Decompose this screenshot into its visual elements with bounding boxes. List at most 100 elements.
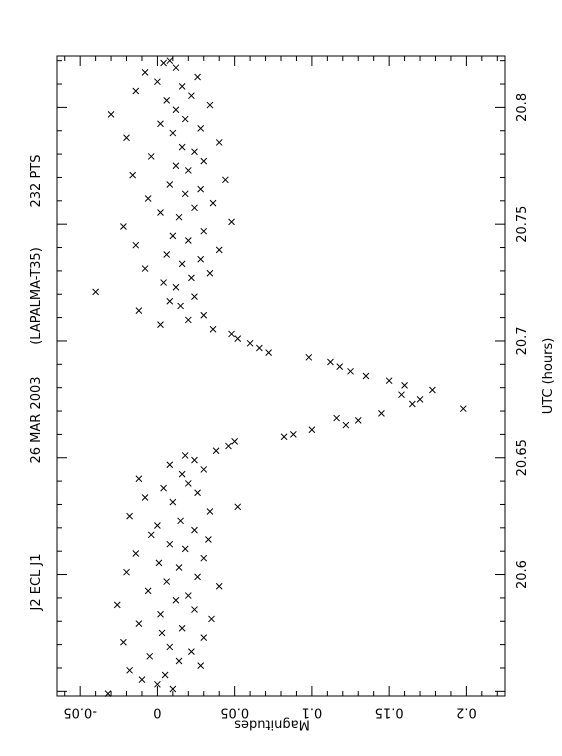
data-points	[92, 57, 467, 698]
title-left: J2 ECL J1	[29, 553, 44, 611]
data-point	[135, 475, 143, 483]
data-point	[256, 344, 263, 352]
data-point	[129, 171, 137, 179]
data-point	[184, 167, 192, 174]
data-point	[132, 550, 140, 557]
data-point	[141, 68, 149, 76]
data-point	[191, 456, 198, 464]
data-point	[181, 190, 189, 198]
data-point	[172, 106, 180, 114]
data-point	[178, 143, 186, 151]
data-point	[459, 405, 467, 413]
plot-frame	[56, 55, 506, 697]
data-point	[200, 466, 208, 473]
data-point	[157, 120, 164, 128]
data-point	[113, 601, 121, 609]
data-point	[154, 78, 161, 86]
data-point	[416, 396, 424, 403]
data-point	[184, 316, 192, 324]
data-point	[191, 526, 198, 534]
data-point	[160, 484, 167, 492]
data-point	[160, 59, 167, 67]
data-point	[206, 508, 214, 515]
data-point	[234, 503, 242, 511]
data-point	[135, 620, 143, 627]
data-point	[401, 381, 408, 389]
data-point	[194, 573, 201, 581]
y-tick-label: 0.1	[302, 705, 323, 720]
data-point	[157, 321, 164, 328]
data-point	[169, 685, 177, 693]
data-point	[144, 587, 152, 595]
data-point	[234, 335, 242, 342]
data-point	[197, 125, 205, 132]
data-point	[154, 680, 161, 688]
data-point	[191, 204, 198, 212]
data-point	[194, 489, 201, 497]
data-point	[158, 629, 166, 637]
data-point	[208, 615, 215, 623]
data-point	[166, 643, 174, 651]
data-point	[160, 279, 167, 286]
data-point	[342, 421, 350, 429]
data-point	[305, 353, 313, 361]
data-point	[209, 199, 217, 207]
title-date: 26 MAR 2003	[29, 376, 44, 463]
data-point	[215, 582, 223, 590]
y-tick-label: 0.15	[375, 705, 404, 720]
data-point	[163, 97, 171, 104]
data-point	[191, 293, 198, 300]
x-tick-label: 20.75	[515, 206, 530, 243]
x-tick-label: 20.65	[515, 439, 530, 476]
data-point	[132, 87, 140, 95]
data-point	[175, 564, 183, 571]
data-point	[222, 176, 229, 184]
data-point	[184, 592, 192, 599]
data-point	[197, 255, 205, 263]
y-axis-label: Magnitudes	[234, 717, 310, 732]
data-point	[200, 311, 208, 319]
data-point	[169, 129, 177, 137]
data-point	[141, 265, 149, 272]
data-point	[166, 461, 174, 469]
data-point	[172, 596, 180, 604]
data-point	[354, 417, 362, 424]
data-point	[191, 606, 198, 613]
data-point	[188, 274, 195, 282]
data-point	[132, 241, 140, 249]
data-point	[347, 367, 354, 375]
data-point	[362, 372, 370, 380]
data-point	[172, 64, 180, 72]
data-point	[200, 634, 208, 641]
data-point	[172, 162, 180, 170]
data-point	[191, 148, 198, 156]
data-point	[175, 213, 183, 221]
data-point	[206, 269, 214, 277]
data-point	[228, 218, 235, 226]
data-point	[144, 195, 152, 202]
data-point	[178, 83, 186, 90]
data-point	[225, 442, 232, 450]
data-point	[166, 181, 174, 188]
data-point	[205, 536, 212, 543]
data-point	[178, 260, 186, 268]
data-point	[333, 414, 340, 422]
data-point	[200, 227, 208, 235]
data-point	[138, 676, 146, 684]
data-point	[212, 447, 220, 455]
data-point	[157, 610, 164, 618]
x-tick-labels: 20.6 20.65 20.7 20.75 20.8	[515, 93, 530, 589]
data-point	[206, 101, 214, 109]
data-point	[197, 662, 205, 669]
data-point	[154, 522, 161, 529]
data-point	[135, 307, 143, 314]
data-point	[177, 302, 184, 310]
data-point	[188, 92, 195, 100]
title-site: (LAPALMA-T35)	[29, 247, 44, 345]
data-point	[146, 652, 154, 660]
data-point	[215, 246, 223, 254]
data-point	[385, 377, 393, 385]
axis-ticks	[57, 56, 505, 696]
data-point	[141, 494, 149, 501]
